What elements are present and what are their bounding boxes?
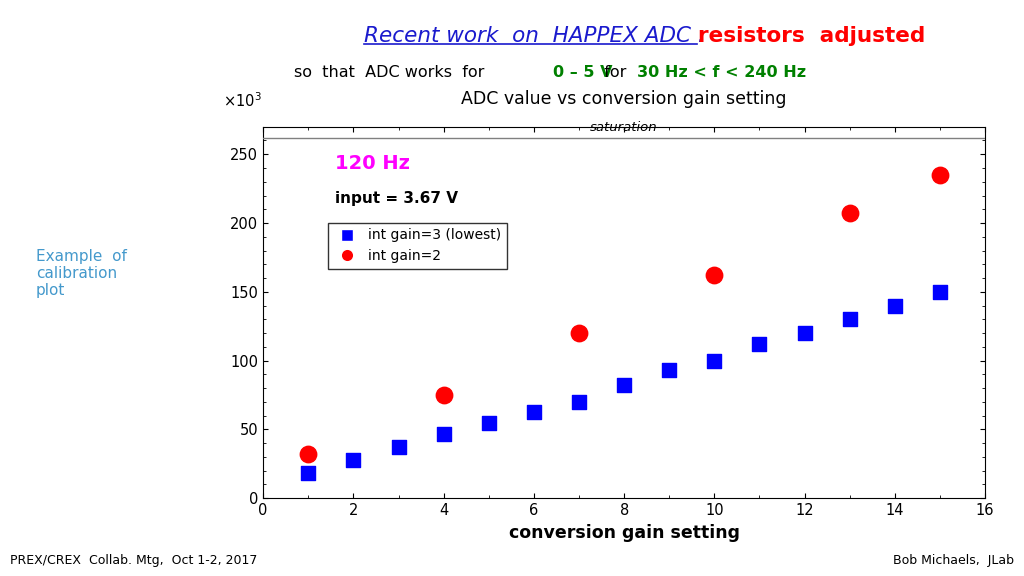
Text: resistors  adjusted: resistors adjusted [698, 26, 926, 46]
Text: Example  of
calibration
plot: Example of calibration plot [36, 249, 127, 298]
Point [707, 271, 723, 280]
Text: 0 – 5 V: 0 – 5 V [553, 65, 612, 79]
Title: ADC value vs conversion gain setting: ADC value vs conversion gain setting [462, 90, 786, 108]
Text: so  that  ADC works  for: so that ADC works for [294, 65, 495, 79]
Text: for: for [594, 65, 637, 79]
Point [525, 407, 542, 416]
Text: 30 Hz < f < 240 Hz: 30 Hz < f < 240 Hz [637, 65, 806, 79]
Point [752, 339, 768, 348]
Point [435, 429, 452, 438]
Point [615, 381, 632, 390]
Point [345, 455, 361, 464]
Text: $\times 10^3$: $\times 10^3$ [223, 92, 262, 110]
Point [662, 366, 678, 375]
Point [570, 397, 587, 407]
Text: Bob Michaels,  JLab: Bob Michaels, JLab [893, 554, 1014, 567]
Point [842, 209, 858, 218]
Point [300, 450, 316, 459]
Point [887, 301, 903, 310]
Text: Recent work  on  HAPPEX ADC :: Recent work on HAPPEX ADC : [364, 26, 705, 46]
Point [707, 356, 723, 365]
Text: PREX/CREX  Collab. Mtg,  Oct 1-2, 2017: PREX/CREX Collab. Mtg, Oct 1-2, 2017 [10, 554, 258, 567]
Point [435, 391, 452, 400]
X-axis label: conversion gain setting: conversion gain setting [509, 524, 739, 541]
Point [390, 443, 407, 452]
Legend: int gain=3 (lowest), int gain=2: int gain=3 (lowest), int gain=2 [328, 223, 507, 269]
Point [932, 170, 948, 180]
Text: 120 Hz: 120 Hz [336, 154, 411, 173]
Point [480, 418, 497, 427]
Point [300, 469, 316, 478]
Point [932, 287, 948, 297]
Text: input = 3.67 V: input = 3.67 V [336, 191, 459, 206]
Point [570, 328, 587, 338]
Point [842, 314, 858, 324]
Point [797, 328, 813, 338]
Text: saturation: saturation [590, 120, 658, 134]
